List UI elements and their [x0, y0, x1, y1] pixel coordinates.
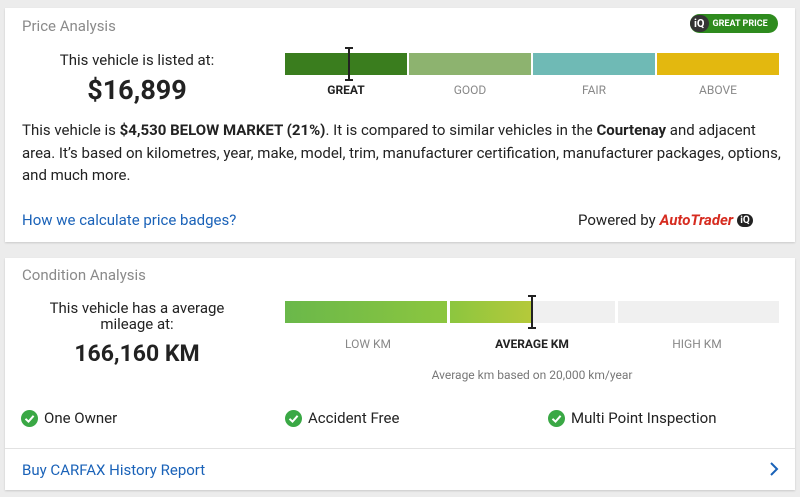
brand: AutoTrader — [659, 211, 734, 229]
scale-label: ABOVE — [699, 83, 737, 97]
scale-segment — [618, 301, 779, 323]
scale-label: GREAT — [327, 83, 365, 97]
powered-by: Powered by AutoTrader iQ — [578, 211, 753, 229]
price-marker — [345, 47, 353, 81]
price-badge: iQ GREAT PRICE — [690, 14, 778, 33]
condition-card — [5, 258, 795, 490]
text: This vehicle is — [22, 121, 120, 139]
text: Powered by — [578, 211, 656, 229]
listed-label: This vehicle is listed at: — [59, 51, 215, 69]
scale-label: GOOD — [453, 83, 487, 97]
text: Accident Free — [308, 409, 400, 427]
scale-label: FAIR — [581, 83, 607, 97]
note: Average km based on 20,000 km/year — [431, 368, 633, 382]
chevron[interactable] — [768, 461, 780, 477]
mileage: 166,160 KM — [74, 340, 200, 367]
text: Courtenay — [596, 121, 667, 139]
feature: Accident Free — [285, 409, 399, 427]
brand-suffix: iQ — [737, 213, 753, 227]
scale-label: HIGH KM — [672, 337, 722, 351]
scale-segment — [532, 301, 615, 323]
description: This vehicle is $4,530 BELOW MARKET (21%… — [22, 119, 792, 187]
scale-segment — [409, 53, 531, 75]
scale-segment — [285, 301, 447, 323]
scale-segment — [450, 301, 531, 323]
check-icon — [548, 409, 565, 427]
link[interactable]: Buy CARFAX History Report — [22, 461, 206, 479]
scale-segment — [657, 53, 779, 75]
scale-segment — [533, 53, 655, 75]
check-icon — [21, 409, 38, 427]
section-title: Price Analysis — [22, 17, 116, 35]
link[interactable]: How we calculate price badges? — [22, 211, 237, 229]
divider — [5, 448, 795, 449]
text: One Owner — [44, 409, 118, 427]
badge-label: GREAT PRICE — [712, 18, 768, 29]
text: Multi Point Inspection — [571, 409, 717, 427]
price: $16,899 — [87, 74, 187, 106]
scale-label: AVERAGE KM — [495, 337, 569, 351]
mileage-label: This vehicle has a average mileage at: — [49, 299, 225, 333]
text: and adjacent area. It’s based on kilomet… — [22, 121, 781, 184]
feature: One Owner — [21, 409, 117, 427]
section-title: Condition Analysis — [22, 266, 146, 284]
price-card — [5, 8, 795, 242]
text: $4,530 BELOW MARKET (21%) — [119, 121, 326, 139]
text: . It is compared to similar vehicles in … — [325, 121, 597, 139]
badge-logo: iQ — [690, 15, 709, 32]
scale-label: LOW KM — [345, 337, 391, 351]
check-icon — [285, 409, 302, 427]
scale-segment — [285, 53, 407, 75]
mileage-marker — [528, 295, 536, 329]
feature: Multi Point Inspection — [548, 409, 717, 427]
